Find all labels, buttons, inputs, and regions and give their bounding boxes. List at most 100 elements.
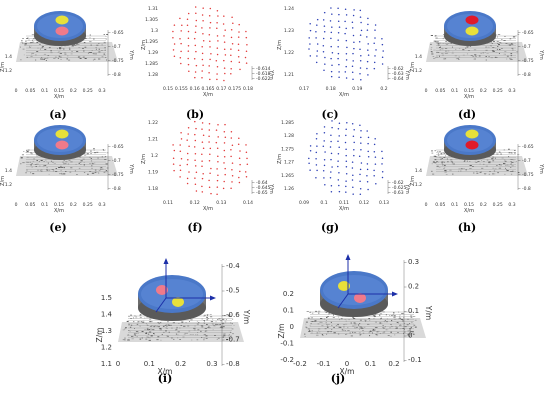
sample-point (366, 130, 368, 132)
cloud-point (492, 173, 494, 175)
cloud-point (103, 171, 106, 173)
cloud-point (395, 327, 397, 329)
sample-point (330, 184, 333, 187)
cloud-point (229, 338, 231, 339)
cloud-point (61, 167, 64, 168)
cloud-point (48, 173, 50, 175)
cloud-point (232, 318, 234, 320)
cloud-point (65, 161, 68, 163)
cloud-point (400, 319, 403, 320)
cloud-point (32, 160, 35, 162)
cloud-point (362, 330, 364, 331)
sample-point (209, 27, 211, 29)
cloud-point (314, 320, 317, 322)
sample-point (381, 37, 383, 40)
cloud-point (373, 315, 376, 317)
cloud-point (414, 319, 417, 321)
cloud-point (382, 332, 385, 334)
axis-arrowhead-vertical (345, 254, 351, 260)
x-tick-label: 0.2 (480, 202, 487, 208)
cloud-point (504, 160, 506, 162)
cloud-point (372, 314, 376, 316)
y-tick-label: -0.5 (226, 287, 240, 295)
x-tick-label: 0.3 (98, 202, 105, 208)
x-tick-label: 0.155 (175, 86, 188, 92)
sample-point (315, 61, 318, 64)
z-tick-label: 1.19 (148, 170, 158, 176)
cloud-point (128, 338, 130, 340)
cloud-point (409, 332, 412, 334)
sample-point (358, 155, 361, 158)
cloud-point (492, 51, 495, 52)
cloud-point (95, 172, 98, 173)
sample-point (345, 185, 347, 188)
sample-point (202, 134, 205, 137)
cloud-point (215, 324, 217, 326)
cloud-point (129, 330, 131, 332)
cloud-point (41, 58, 44, 60)
x-tick-label: 0.1 (144, 360, 155, 368)
cloud-point (474, 58, 476, 60)
sample-point (208, 129, 211, 131)
sample-point (366, 67, 368, 70)
cloud-point (73, 44, 75, 45)
cloud-point (193, 327, 196, 329)
cloud-point (204, 331, 206, 332)
cloud-point (436, 162, 437, 163)
sample-point (337, 153, 340, 155)
sample-point (381, 43, 384, 46)
cloud-point (148, 329, 151, 330)
sample-point (359, 9, 362, 12)
cloud-point (206, 314, 209, 316)
sample-point (366, 60, 369, 63)
target-disc-highlight (37, 128, 83, 152)
cloud-point (30, 45, 32, 47)
cloud-point (233, 325, 235, 326)
cloud-point (63, 167, 65, 169)
cloud-point (442, 164, 444, 166)
sample-point (223, 41, 226, 43)
sample-point (202, 19, 204, 22)
cloud-point (506, 55, 509, 57)
cloud-point (435, 41, 438, 43)
sample-point (345, 59, 348, 61)
sample-point (375, 182, 377, 185)
sample-point (338, 76, 340, 79)
cloud-point (437, 43, 440, 45)
sample-point (179, 144, 181, 146)
sample-point (194, 6, 197, 8)
axis-arrow-depth (337, 293, 349, 309)
sample-point (237, 49, 240, 51)
sample-point (315, 137, 318, 140)
cloud-point (337, 323, 339, 325)
cloud-point (153, 326, 155, 328)
cloud-point (404, 331, 406, 333)
cloud-point (318, 310, 321, 312)
cloud-point (104, 42, 106, 44)
cloud-point (389, 315, 391, 316)
cloud-point (478, 55, 481, 57)
cloud-point (380, 317, 382, 319)
cloud-point (376, 334, 379, 336)
cloud-point (365, 320, 367, 321)
cloud-point (90, 44, 92, 46)
cloud-point (445, 40, 448, 42)
sample-point (309, 169, 311, 171)
cloud-point (497, 41, 500, 42)
cloud-point (359, 319, 362, 321)
x-tick-label: 0.2 (388, 360, 399, 368)
cloud-point (205, 330, 208, 332)
cloud-point (166, 335, 169, 337)
sample-point (316, 50, 319, 52)
sample-point (194, 71, 197, 73)
sample-point (323, 159, 326, 161)
sample-point (373, 169, 375, 172)
cloud-point (194, 325, 196, 327)
panel-caption-i: (i) (157, 372, 173, 385)
cloud-point (136, 336, 138, 338)
cloud-point (94, 172, 96, 173)
sample-point (201, 191, 204, 193)
cloud-point (503, 159, 506, 161)
sample-point (208, 179, 210, 182)
cloud-point (93, 148, 95, 150)
